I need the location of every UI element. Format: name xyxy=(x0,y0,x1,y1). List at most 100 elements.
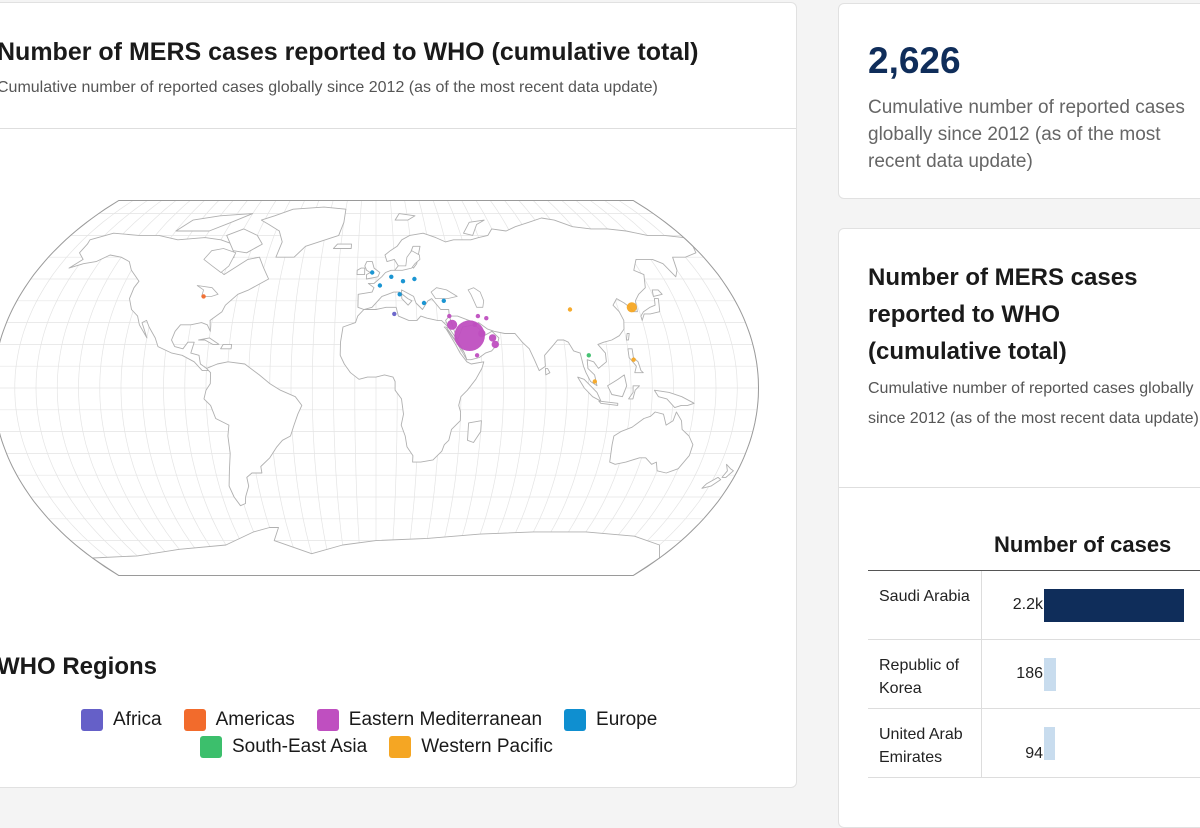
baltic-sea xyxy=(394,250,421,271)
land-cuba xyxy=(198,337,220,345)
legend-swatch-western-pacific xyxy=(389,736,412,758)
land-ireland xyxy=(356,267,366,276)
case-bubble[interactable] xyxy=(454,320,485,351)
case-bubble[interactable] xyxy=(421,300,427,306)
legend-title: WHO Regions xyxy=(0,653,157,680)
hudson-bay xyxy=(203,248,237,273)
map-landmasses xyxy=(68,206,734,576)
legend-label-south-east-asia: South-East Asia xyxy=(232,736,368,757)
case-bubble[interactable] xyxy=(447,319,458,330)
case-bubble[interactable] xyxy=(389,274,394,279)
case-bubble[interactable] xyxy=(586,353,591,358)
land-new-zealand-south xyxy=(701,476,722,489)
land-borneo xyxy=(607,374,628,398)
legend-swatch-europe xyxy=(564,709,587,731)
map-card-header: Number of MERS cases reported to WHO (cu… xyxy=(0,3,796,129)
land-australia xyxy=(609,411,694,474)
land-arctic-isles xyxy=(175,213,254,232)
land-africa xyxy=(339,306,485,463)
land-new-guinea xyxy=(653,389,695,409)
case-bubble[interactable] xyxy=(472,322,477,327)
table-card: Number of MERS cases reported to WHO (cu… xyxy=(838,228,1200,828)
world-map[interactable] xyxy=(0,129,791,609)
land-iceland xyxy=(332,243,352,249)
table-row[interactable]: United Arab Emirates 94 xyxy=(868,709,1200,778)
case-bubble[interactable] xyxy=(474,353,480,358)
land-philippines xyxy=(627,348,644,374)
case-bubble[interactable] xyxy=(397,292,402,297)
land-sumatra xyxy=(577,376,602,402)
red-sea-outline xyxy=(443,326,468,361)
land-north-america xyxy=(68,232,270,372)
legend-row-2: South-East Asia Western Pacific xyxy=(200,736,575,758)
case-bubble[interactable] xyxy=(412,276,417,282)
country-name: Saudi Arabia xyxy=(879,588,970,605)
land-baffin xyxy=(226,228,263,254)
case-count: 186 xyxy=(1016,665,1043,682)
case-bubble[interactable] xyxy=(447,313,452,319)
map-outline xyxy=(0,200,760,576)
legend-label-europe: Europe xyxy=(596,709,658,730)
legend-item-eastern-mediterranean[interactable]: Eastern Mediterranean xyxy=(316,709,543,731)
case-bubble[interactable] xyxy=(475,313,481,319)
land-greenland xyxy=(260,206,347,258)
land-madagascar xyxy=(467,420,482,443)
column-header-number-of-cases[interactable]: Number of cases xyxy=(994,532,1172,557)
legend-item-europe[interactable]: Europe xyxy=(564,709,657,731)
case-bar xyxy=(1044,589,1184,622)
map-title: Number of MERS cases reported to WHO (cu… xyxy=(0,38,699,66)
land-hokkaido xyxy=(651,289,663,297)
legend-item-south-east-asia[interactable]: South-East Asia xyxy=(200,736,367,758)
legend-item-africa[interactable]: Africa xyxy=(81,709,162,731)
map-subtitle: Cumulative number of reported cases glob… xyxy=(0,79,658,96)
legend-item-americas[interactable]: Americas xyxy=(183,709,295,731)
table-title: Number of MERS cases reported to WHO (cu… xyxy=(868,264,1138,365)
case-count: 94 xyxy=(1025,745,1043,762)
case-bubble[interactable] xyxy=(377,283,383,288)
land-japan xyxy=(640,298,661,321)
kpi-card: 2,626 Cumulative number of reported case… xyxy=(838,3,1200,199)
legend-swatch-eastern-mediterranean xyxy=(316,709,339,731)
case-bubble[interactable] xyxy=(370,270,375,275)
case-bubble[interactable] xyxy=(592,379,597,384)
legend-swatch-south-east-asia xyxy=(200,736,222,758)
case-bubble[interactable] xyxy=(484,316,489,321)
country-name: Republic of Korea xyxy=(879,657,960,697)
case-bubble[interactable] xyxy=(567,307,573,312)
column-divider xyxy=(981,640,982,708)
kpi-total-cases: 2,626 xyxy=(868,40,961,81)
legend-label-africa: Africa xyxy=(113,709,162,730)
map-card: Number of MERS cases reported to WHO (cu… xyxy=(0,2,797,788)
table-row[interactable]: Saudi Arabia 2.2k xyxy=(868,571,1200,640)
case-bar xyxy=(1044,658,1056,691)
land-hispaniola xyxy=(220,343,233,350)
case-bubble[interactable] xyxy=(478,329,486,338)
case-bubbles[interactable] xyxy=(201,270,637,384)
column-divider xyxy=(981,571,982,639)
case-count: 2.2k xyxy=(1012,596,1043,613)
legend-swatch-americas xyxy=(183,709,206,731)
case-bubble[interactable] xyxy=(631,357,636,362)
kpi-description: Cumulative number of reported cases glob… xyxy=(868,97,1185,172)
land-sulawesi xyxy=(628,385,640,400)
legend-swatch-africa xyxy=(81,709,103,731)
case-bubble[interactable] xyxy=(441,298,446,303)
case-bubble[interactable] xyxy=(626,302,637,313)
legend-row-1: Africa Americas Eastern Mediterranean Eu… xyxy=(81,709,679,731)
table-row[interactable]: Republic of Korea 186 xyxy=(868,640,1200,709)
legend-item-western-pacific[interactable]: Western Pacific xyxy=(389,736,553,758)
case-bubble[interactable] xyxy=(491,340,499,349)
caspian-sea xyxy=(467,287,485,308)
case-bubble[interactable] xyxy=(400,279,406,284)
case-bubble[interactable] xyxy=(392,311,397,317)
legend-label-americas: Americas xyxy=(215,709,295,730)
table-subtitle: Cumulative number of reported cases glob… xyxy=(868,380,1199,427)
case-bubble[interactable] xyxy=(488,334,497,342)
great-lakes xyxy=(196,285,219,297)
table-card-header: Number of MERS cases reported to WHO (cu… xyxy=(839,229,1200,488)
land-europe-asia xyxy=(357,217,697,387)
land-taiwan xyxy=(625,333,630,341)
case-bubble[interactable] xyxy=(201,294,206,299)
land-new-zealand-north xyxy=(721,463,734,478)
legend-label-eastern-mediterranean: Eastern Mediterranean xyxy=(348,709,543,730)
